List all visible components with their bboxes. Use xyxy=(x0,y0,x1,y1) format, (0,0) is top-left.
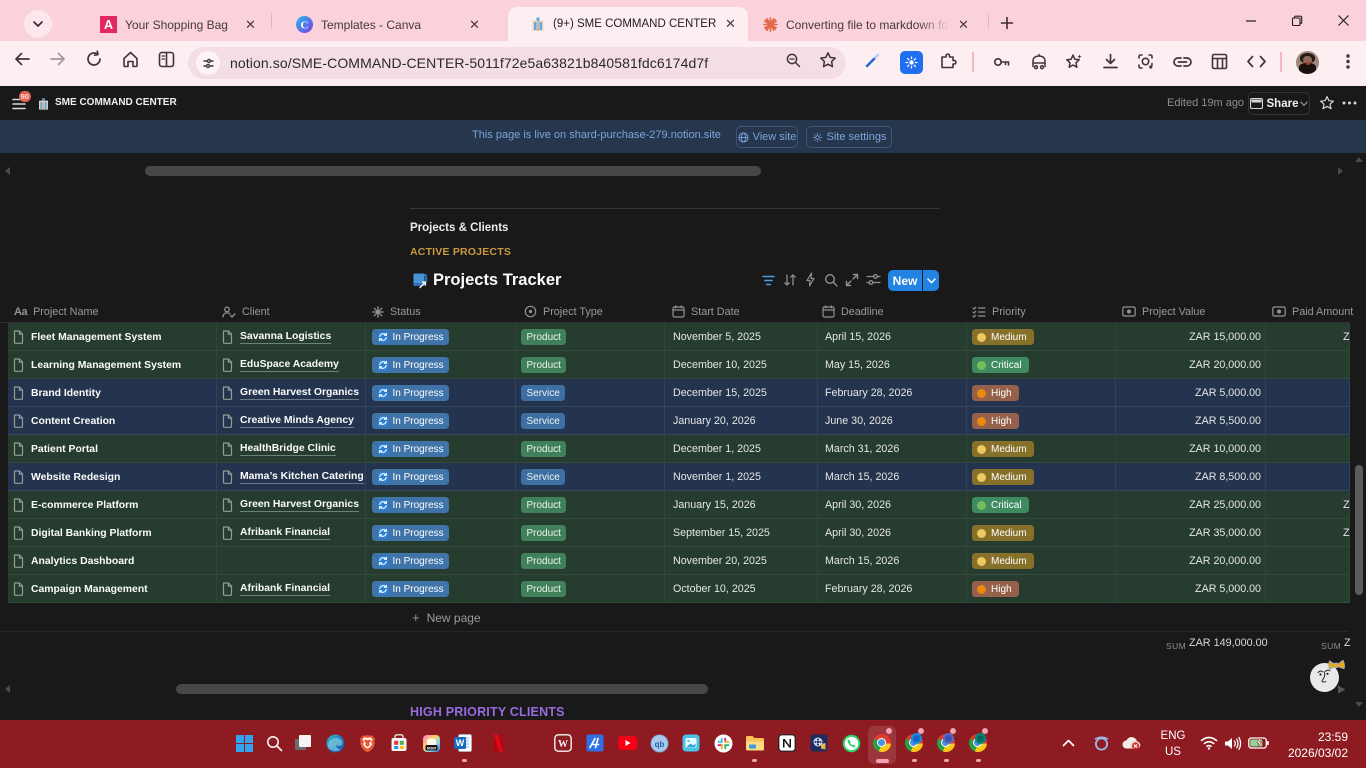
svg-text:W: W xyxy=(456,738,465,748)
svg-text:qb: qb xyxy=(654,739,664,748)
svg-text:M365: M365 xyxy=(427,746,436,750)
svg-text:W: W xyxy=(558,739,568,750)
svg-text:A: A xyxy=(104,18,113,32)
svg-text:C: C xyxy=(301,20,309,32)
